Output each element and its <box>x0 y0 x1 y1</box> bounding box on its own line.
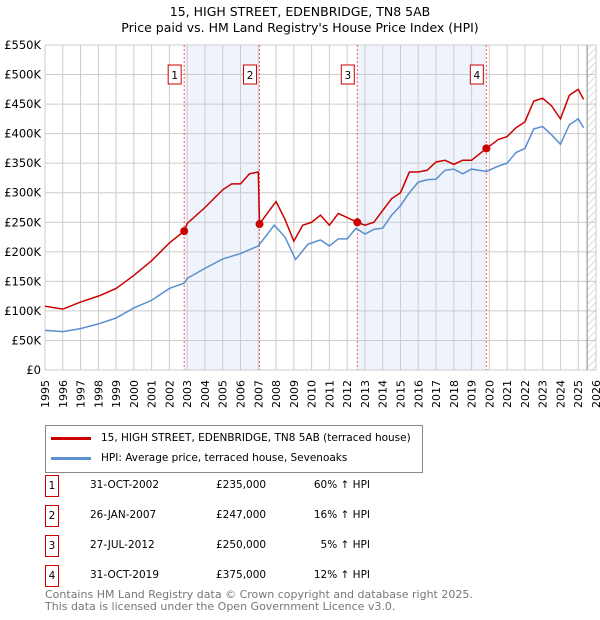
y-tick-label: £300K <box>4 186 41 200</box>
y-tick-label: £450K <box>4 97 41 111</box>
x-tick-label: 1999 <box>110 380 123 408</box>
y-tick-label: £350K <box>4 156 41 170</box>
x-tick-label: 2022 <box>519 380 532 408</box>
x-tick-label: 2021 <box>501 380 514 408</box>
x-tick-label: 2018 <box>448 380 461 408</box>
x-tick-label: 2020 <box>483 380 496 408</box>
sale-price: £247,000 <box>216 509 267 521</box>
x-tick-label: 1998 <box>92 380 105 408</box>
x-tick-label: 2014 <box>377 380 390 408</box>
x-tick-label: 2001 <box>146 380 159 408</box>
sale-hpi: 16% ↑ HPI <box>313 509 370 521</box>
sale-marker-number: 4 <box>473 70 480 82</box>
legend-red-label: 15, HIGH STREET, EDENBRIDGE, TN8 5AB (te… <box>101 432 411 444</box>
x-tick-label: 2007 <box>252 380 265 408</box>
legend-blue-line <box>51 456 91 460</box>
sale-marker-box <box>340 64 355 85</box>
x-tick-label: 2002 <box>163 380 176 408</box>
sale-number: 3 <box>45 535 59 557</box>
sale-price: £235,000 <box>216 479 267 491</box>
sale-marker-number: 3 <box>344 70 351 82</box>
sale-row: 3 27-JUL-2012 £250,000 5% ↑ HPI <box>45 535 445 557</box>
chart-title: 15, HIGH STREET, EDENBRIDGE, TN8 5AB <box>169 4 431 19</box>
sale-hpi: 12% ↑ HPI <box>313 569 370 581</box>
y-tick-label: £50K <box>12 333 42 347</box>
y-tick-label: £100K <box>4 304 41 318</box>
x-tick-label: 2010 <box>306 380 319 408</box>
series-line <box>44 88 585 310</box>
legend: 15, HIGH STREET, EDENBRIDGE, TN8 5AB (te… <box>45 425 423 473</box>
x-tick-label: 1996 <box>57 380 70 408</box>
shaded-range <box>184 45 260 370</box>
sale-row: 4 31-OCT-2019 £375,000 12% ↑ HPI <box>45 565 445 587</box>
sale-date: 27-JUL-2012 <box>90 539 155 551</box>
y-tick-label: £200K <box>4 245 41 259</box>
y-tick-label: £250K <box>4 215 41 229</box>
y-tick-label: £150K <box>4 274 41 288</box>
sale-point <box>482 144 491 153</box>
sale-number: 4 <box>45 565 59 587</box>
x-tick-label: 2005 <box>217 380 230 408</box>
shaded-range <box>357 45 487 370</box>
legend-blue-label: HPI: Average price, terraced house, Seve… <box>101 452 348 464</box>
sale-marker-number: 2 <box>247 70 254 82</box>
sale-point <box>255 220 264 229</box>
x-tick-label: 2008 <box>270 380 283 408</box>
sale-point <box>180 227 189 236</box>
forecast-hatch <box>587 45 596 370</box>
sale-date: 26-JAN-2007 <box>90 509 157 521</box>
x-tick-label: 2023 <box>537 380 550 408</box>
x-tick-label: 2000 <box>128 380 141 408</box>
sale-hpi: 5% ↑ HPI <box>320 539 370 551</box>
x-tick-label: 1995 <box>39 380 52 408</box>
y-tick-label: £500K <box>4 68 41 82</box>
x-tick-label: 2004 <box>199 380 212 408</box>
x-tick-label: 2009 <box>288 380 301 408</box>
x-tick-label: 2016 <box>412 380 425 408</box>
sale-point <box>353 218 362 227</box>
x-tick-label: 2013 <box>359 380 372 408</box>
y-tick-label: £400K <box>4 127 41 141</box>
y-tick-label: £0 <box>26 363 41 377</box>
sale-number: 2 <box>45 505 59 527</box>
sale-row: 1 31-OCT-2002 £235,000 60% ↑ HPI <box>45 475 445 497</box>
sale-marker-box <box>469 64 484 85</box>
sale-number: 1 <box>45 475 59 497</box>
x-tick-label: 2012 <box>341 380 354 408</box>
sale-marker-box <box>167 64 182 85</box>
x-tick-label: 2003 <box>181 380 194 408</box>
sale-marker-box <box>243 64 258 85</box>
y-tick-label: £550K <box>4 38 41 52</box>
x-tick-label: 2025 <box>572 380 585 408</box>
footer-line-2: This data is licensed under the Open Gov… <box>45 600 396 613</box>
x-tick-label: 1997 <box>75 380 88 408</box>
sale-hpi: 60% ↑ HPI <box>313 479 370 491</box>
sale-row: 2 26-JAN-2007 £247,000 16% ↑ HPI <box>45 505 445 527</box>
chart-subtitle: Price paid vs. HM Land Registry's House … <box>121 20 479 35</box>
footer-line-1: Contains HM Land Registry data © Crown c… <box>45 588 473 601</box>
chart: 1995 1996 1997 1998 1999 2000 2001 2002 2003 2004… <box>4 38 600 408</box>
sale-price: £375,000 <box>216 569 267 581</box>
legend-red-line <box>51 436 91 440</box>
sale-date: 31-OCT-2019 <box>90 569 159 581</box>
sale-price: £250,000 <box>216 539 267 551</box>
x-tick-label: 2011 <box>323 380 336 408</box>
series-line <box>44 117 585 333</box>
x-tick-label: 2006 <box>235 380 248 408</box>
sale-date: 31-OCT-2002 <box>90 479 159 491</box>
x-tick-label: 2017 <box>430 380 443 408</box>
x-tick-label: 2026 <box>590 380 600 408</box>
sale-marker-number: 1 <box>171 70 178 82</box>
x-tick-label: 2015 <box>394 380 407 408</box>
x-tick-label: 2019 <box>466 380 479 408</box>
x-tick-label: 2024 <box>554 380 567 408</box>
